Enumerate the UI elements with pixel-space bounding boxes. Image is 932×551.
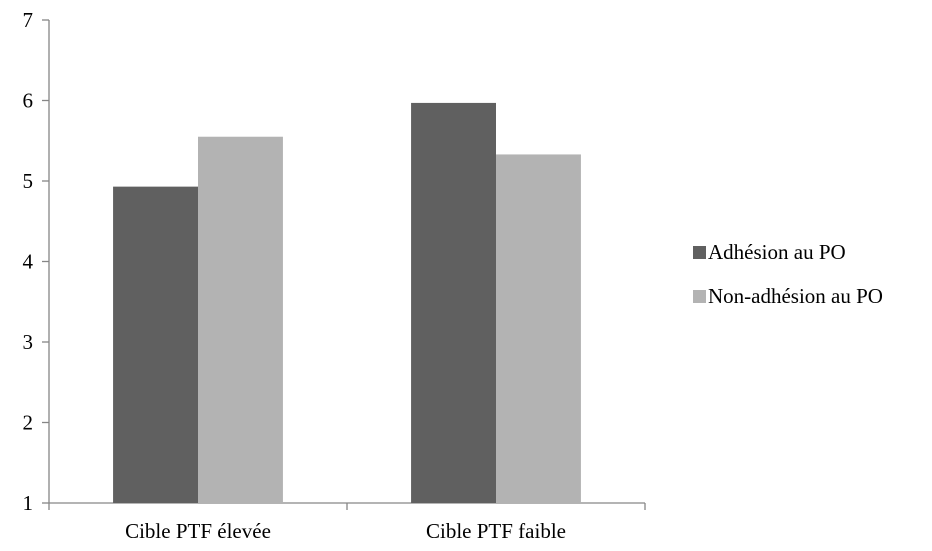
x-category-label: Cible PTF faible (426, 519, 566, 543)
bars (113, 102, 581, 503)
y-tick-label: 2 (23, 411, 34, 435)
legend-label: Adhésion au PO (708, 240, 846, 264)
y-tick-label: 3 (23, 330, 34, 354)
legend: Adhésion au PO Non-adhésion au PO (693, 240, 883, 308)
legend-label: Non-adhésion au PO (708, 284, 883, 308)
bar (198, 136, 283, 503)
bar (496, 154, 581, 503)
y-tick-label: 6 (23, 89, 34, 113)
y-tick-label: 5 (23, 169, 34, 193)
bar (113, 186, 198, 503)
x-category-label: Cible PTF élevée (125, 519, 271, 543)
labels: 1 2 3 4 5 6 7 Cible PTF élevée Cible PTF faible (23, 8, 567, 543)
y-tick-label: 7 (23, 8, 34, 32)
y-tick-label: 1 (23, 491, 34, 515)
bar (411, 102, 496, 503)
legend-swatch (693, 290, 706, 303)
y-tick-label: 4 (23, 250, 34, 274)
legend-swatch (693, 246, 706, 259)
